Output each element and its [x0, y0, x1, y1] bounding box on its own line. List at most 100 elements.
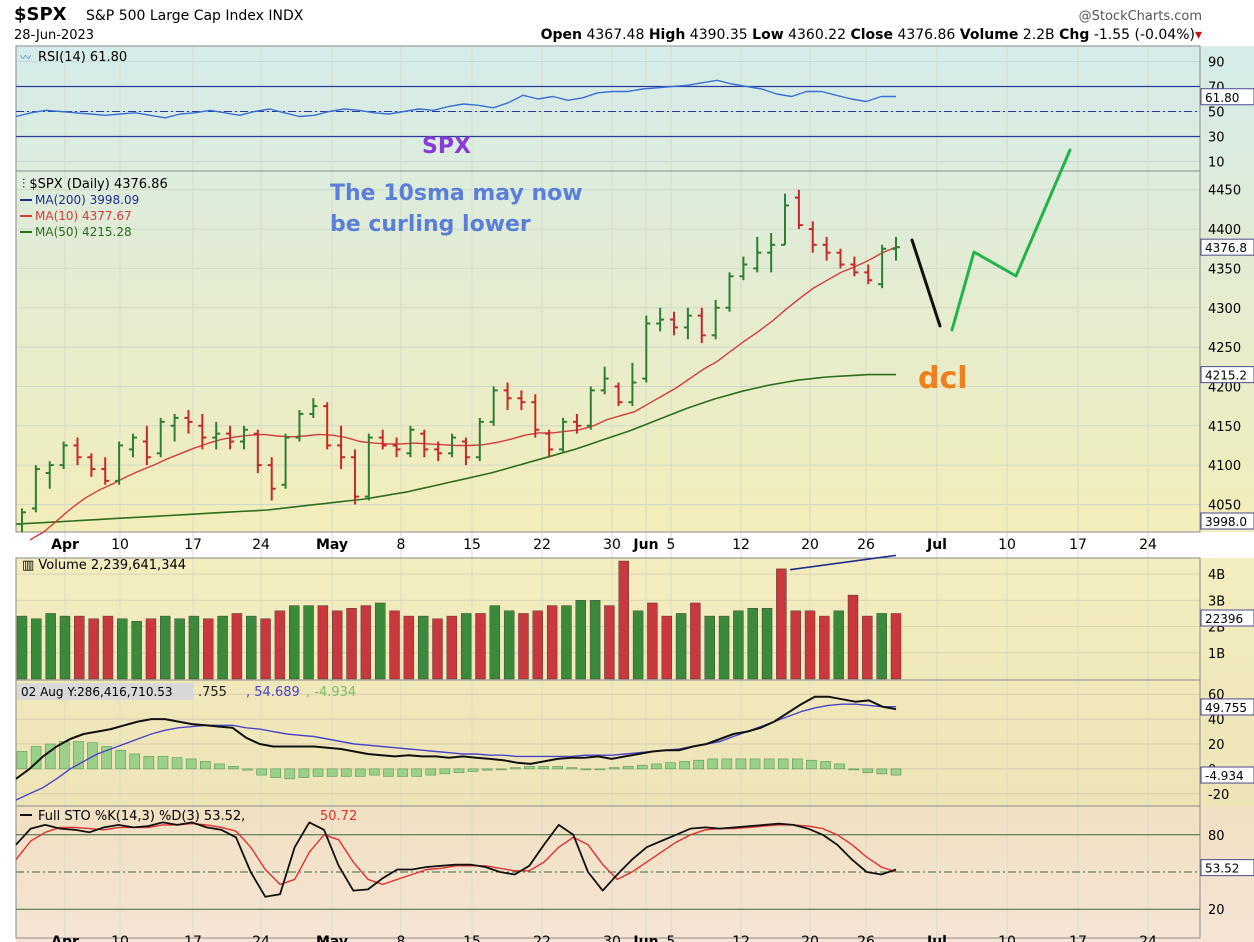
- volume-bar: [862, 615, 873, 680]
- x-tick-label: 26: [857, 537, 875, 553]
- ppo-histogram-bar: [665, 762, 676, 770]
- volume-bar: [647, 602, 658, 680]
- drawn-green-line: [950, 148, 1072, 332]
- price-title: ⫶ $SPX (Daily) 4376.86: [22, 177, 168, 192]
- volume-bar: [475, 613, 486, 680]
- rsi-line: [15, 79, 896, 119]
- ohlc-bar: [836, 248, 845, 269]
- ppo-histogram-bar: [651, 763, 662, 770]
- volume-bar: [389, 610, 400, 680]
- ppo-tick-label: 40: [1208, 713, 1225, 728]
- volume-label: Volume: [959, 27, 1019, 43]
- ohlc-bar: [142, 425, 151, 466]
- chg-value: -1.55 (-0.04%): [1093, 27, 1195, 43]
- volume-bar: [819, 615, 830, 680]
- ohlc-bar: [239, 425, 248, 450]
- ma200-badge: 3998.0: [1205, 515, 1247, 529]
- ohlc-bar: [101, 457, 110, 485]
- ppo-histogram-bar: [834, 763, 845, 770]
- ppo-histogram-bar: [763, 758, 775, 770]
- price-tick-label: 4250: [1208, 341, 1241, 356]
- x-tick-label: May: [316, 537, 348, 553]
- ppo-histogram-bar: [355, 768, 366, 777]
- sto-k-line: [15, 821, 897, 898]
- ppo-histogram-bar: [270, 768, 281, 778]
- ppo-histogram-bar: [510, 767, 521, 770]
- chart-header: $SPX S&P 500 Large Cap Index INDX 28-Jun…: [0, 0, 1254, 46]
- ppo-histogram-bar: [411, 768, 422, 777]
- price-panel-bg: [16, 46, 1200, 532]
- volume-bar: [131, 621, 142, 680]
- ppo-histogram-bar: [679, 761, 690, 770]
- x-tick-label-bottom: Jul: [926, 934, 947, 942]
- x-tick-label: Jul: [926, 537, 947, 553]
- rsi-last-badge-box: [1200, 88, 1254, 106]
- ppo-histogram-bar: [115, 749, 126, 770]
- sto-d-line: [15, 822, 897, 886]
- ppo-histogram-bar: [185, 758, 197, 770]
- ppo-line: [15, 695, 897, 780]
- panel-frames: [15, 45, 1201, 939]
- open-value: 4367.48: [586, 27, 645, 43]
- volume-bar: [274, 610, 286, 680]
- ma200-badge-box: [1200, 512, 1254, 530]
- ohlc-bar: [739, 256, 748, 281]
- ohlc-bar: [878, 244, 887, 289]
- high-label: High: [648, 27, 686, 43]
- x-tick-label-bottom: 17: [184, 934, 202, 942]
- x-tick-label-bottom: 26: [857, 934, 875, 942]
- sto-last-badge: 53.52: [1205, 862, 1239, 876]
- volume-bar: [776, 568, 787, 680]
- volume-bar: [890, 613, 902, 680]
- last-price-badge: 4376.8: [1205, 241, 1247, 255]
- stochastic-panel: 80 20 Full STO %K(14,3) %D(3) 53.52, 50.72 5…: [15, 809, 1254, 918]
- exchange: INDX: [268, 8, 304, 24]
- volume-bar: [203, 618, 214, 680]
- ohlc-bar: [864, 264, 873, 285]
- ppo-histogram-bar: [594, 768, 606, 771]
- volume-bar: [833, 610, 844, 680]
- spx-annotation: SPX: [422, 134, 471, 159]
- price-tick-label: 4450: [1208, 184, 1241, 199]
- ohlc-bar: [184, 410, 193, 434]
- ohlc-bar: [59, 441, 68, 470]
- ppo-histogram-bar: [312, 768, 324, 777]
- ohlc-bar: [697, 307, 706, 344]
- x-tick-label-bottom: 24: [1139, 934, 1157, 942]
- volume-bar: [761, 608, 773, 680]
- ppo-histogram-bar: [143, 756, 155, 770]
- ppo-histogram-bar: [496, 768, 507, 771]
- ohlc-bar: [295, 410, 304, 442]
- volume-bar: [346, 608, 357, 680]
- sto-tick-label: 80: [1208, 829, 1225, 844]
- index-title: S&P 500 Large Cap Index: [86, 8, 264, 24]
- x-tick-label: 17: [184, 537, 202, 553]
- x-tick-label-bottom: 17: [1069, 934, 1087, 942]
- price-tick-label: 4300: [1208, 302, 1241, 317]
- ohlc-bar: [850, 256, 859, 277]
- ohlc-bar: [337, 425, 346, 470]
- volume-bar: [45, 613, 56, 680]
- ohlc-bar: [434, 441, 443, 462]
- note-line-2: be curling lower: [330, 212, 531, 237]
- ppo-histogram-bar: [876, 768, 888, 775]
- ppo-histogram-bar: [369, 768, 380, 776]
- price-tick-label: 4400: [1208, 223, 1241, 238]
- x-tick-label: 30: [603, 537, 621, 553]
- ppo-hist-badge-box: [1200, 766, 1254, 784]
- ohlc-bar: [892, 236, 900, 261]
- volume-bar: [160, 615, 171, 680]
- volume-bar: [332, 610, 343, 680]
- ppo-histogram-bar: [693, 759, 704, 770]
- low-label: Low: [752, 27, 784, 43]
- ohlc-bar: [281, 433, 290, 489]
- x-tick-label: 24: [252, 537, 270, 553]
- ohlc-bar: [226, 425, 235, 450]
- credit[interactable]: @StockCharts.com: [1078, 9, 1202, 24]
- ppo-tick-label: -20: [1208, 788, 1229, 803]
- legend-entry: MA(10) 4377.67: [35, 209, 132, 223]
- ohlc-bar: [822, 236, 831, 261]
